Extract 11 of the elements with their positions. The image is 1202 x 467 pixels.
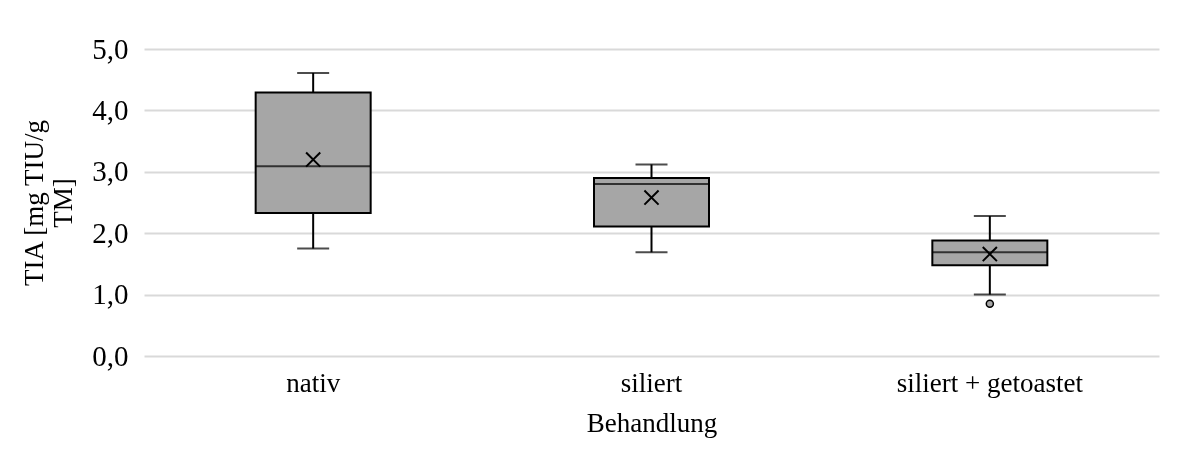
y-tick-label: 4,0 xyxy=(92,93,129,126)
x-tick-label: siliert + getoastet xyxy=(896,367,1084,398)
y-tick-label: 0,0 xyxy=(92,339,129,372)
x-tick-label: siliert xyxy=(620,367,683,398)
y-tick-label: 5,0 xyxy=(92,32,129,65)
y-tick-label: 1,0 xyxy=(92,278,129,311)
y-tick-label: 2,0 xyxy=(92,216,129,249)
y-tick-label: 3,0 xyxy=(92,155,129,188)
x-tick-label: nativ xyxy=(286,367,341,398)
x-axis-title: Behandlung xyxy=(586,407,718,438)
y-axis-title: TIA [mg TIU/g TM] xyxy=(19,120,79,286)
